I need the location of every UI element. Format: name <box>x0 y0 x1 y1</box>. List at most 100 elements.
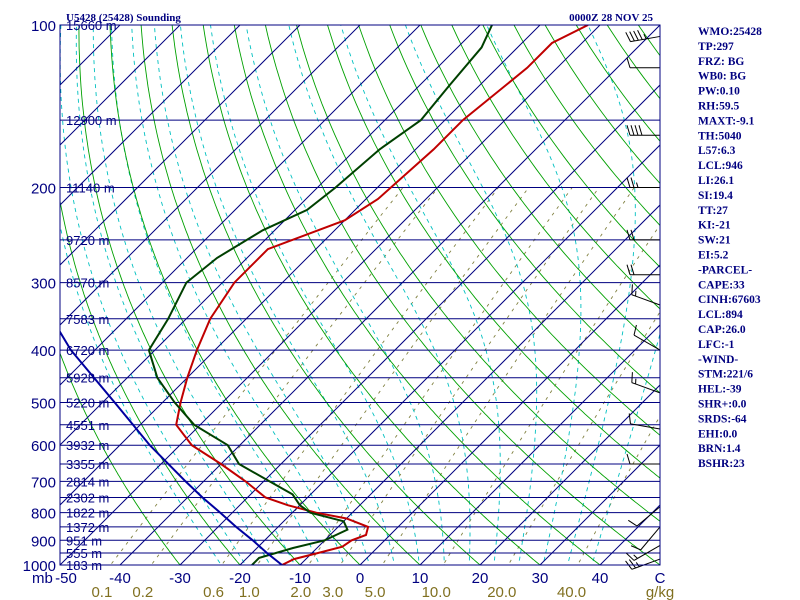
pressure-tick-label: 500 <box>31 395 56 412</box>
wind-barbs <box>625 30 661 570</box>
isotherm-line <box>239 144 660 565</box>
height-label: 3355 m <box>66 457 109 472</box>
parcel-trace <box>60 329 283 565</box>
temperature-unit-label: C <box>655 570 666 587</box>
index-entry: LI:26.1 <box>698 175 734 187</box>
wind-barb <box>625 30 661 43</box>
mixing-ratio-label: 5.0 <box>365 584 386 600</box>
pressure-tick-label: 600 <box>31 438 56 455</box>
wind-barb <box>626 229 660 241</box>
isotherm-line <box>539 444 660 565</box>
wind-barb <box>626 177 660 189</box>
height-label: 2814 m <box>66 474 109 489</box>
dry-adiabat <box>296 25 660 522</box>
index-entry: BRN:1.4 <box>698 443 741 455</box>
dry-adiabat <box>389 25 660 394</box>
temperature-tick-label: 0 <box>356 570 364 587</box>
dewpoint-trace <box>147 25 493 565</box>
index-entry: SRDS:-64 <box>698 413 747 425</box>
mixing-ratio-line <box>339 187 600 565</box>
moist-adiabats <box>60 25 660 565</box>
dry-adiabat <box>451 25 660 310</box>
mixing-ratio-label: 10.0 <box>422 584 451 600</box>
mixing-ratio-line <box>577 415 660 565</box>
index-entry: -PARCEL- <box>698 264 752 276</box>
index-entry: LCL:946 <box>698 160 743 172</box>
moist-adiabat <box>92 25 296 565</box>
chart-time: 0000Z 28 NOV 25 <box>569 12 653 24</box>
index-entry: TP:297 <box>698 41 734 53</box>
wind-barb <box>626 264 660 276</box>
index-entry: HEL:-39 <box>698 384 742 396</box>
height-label: 15660 m <box>66 18 117 33</box>
index-entry: FRZ: BG <box>698 56 744 68</box>
dry-adiabat <box>140 25 421 565</box>
mixing-ratio-line <box>256 187 529 565</box>
index-entry: STM:221/6 <box>698 369 753 381</box>
height-label: 12900 m <box>66 113 117 128</box>
temperature-tick-label: -50 <box>55 570 77 587</box>
index-entry: PW:0.10 <box>698 86 740 98</box>
pressure-tick-label: 300 <box>31 276 56 293</box>
height-label: 11140 m <box>66 181 115 196</box>
isotherm-line <box>60 25 421 386</box>
height-label: 4551 m <box>66 418 109 433</box>
index-entry: TT:27 <box>698 205 728 217</box>
index-entry: MAXT:-9.1 <box>698 115 755 127</box>
pressure-tick-label: 1000 <box>23 558 56 575</box>
height-label: 183 m <box>66 558 102 573</box>
plot-frame <box>59 24 661 566</box>
temperature-tick-label: -40 <box>109 570 131 587</box>
temperature-tick-label: 40 <box>592 570 609 587</box>
index-entry: KI:-21 <box>698 220 731 232</box>
moist-adiabat <box>486 25 582 565</box>
mixing-ratio-unit: g/kg <box>646 584 674 600</box>
isotherm-line <box>60 25 601 565</box>
mixing-ratio-label: 1.0 <box>239 584 260 600</box>
sounding-traces <box>60 25 589 565</box>
dry-adiabat <box>60 351 181 565</box>
wind-barb <box>633 324 661 351</box>
wind-barb <box>626 545 661 561</box>
isotherm-line <box>419 324 660 565</box>
height-label: 7583 m <box>66 312 109 327</box>
pressure-unit-label: mb <box>32 570 53 587</box>
isotherm-line <box>60 25 361 326</box>
height-label: 555 m <box>66 546 102 561</box>
height-label: 5220 m <box>66 395 109 410</box>
index-entry: WB0: BG <box>698 71 746 83</box>
mixing-ratio-line <box>507 310 660 565</box>
pressure-tick-label: 900 <box>31 533 56 550</box>
pressure-tick-labels: 100 200 300 400 500 600 700 800 900 1000 <box>23 18 56 575</box>
temperature-tick-label: 20 <box>472 570 489 587</box>
wind-barb <box>630 526 661 551</box>
mixing-ratio-label: 40.0 <box>557 584 586 600</box>
index-entry: SHR+:0.0 <box>698 399 747 411</box>
moist-adiabat <box>340 25 501 565</box>
wind-barb <box>628 413 661 430</box>
pressure-tick-label: 200 <box>31 181 56 198</box>
mixing-ratio-line <box>109 187 404 565</box>
height-label: 6720 m <box>66 343 109 358</box>
pressure-tick-label: 700 <box>31 474 56 491</box>
mixing-ratio-label: 2.0 <box>290 584 311 600</box>
height-label: 8570 m <box>66 276 109 291</box>
dry-adiabat <box>264 25 660 565</box>
wind-barb <box>631 284 661 306</box>
pressure-tick-label: 400 <box>31 343 56 360</box>
moist-adiabat <box>210 25 420 565</box>
mixing-ratio-labels: 0.1 0.2 0.6 1.0 2.0 3.0 5.0 10.0 20.0 40.0 g/kg <box>91 584 674 600</box>
temperature-tick-label: -30 <box>169 570 191 587</box>
mixing-ratio-line <box>221 187 499 565</box>
chart-title: U5428 (25428) Sounding <box>66 12 181 24</box>
isotherm-line <box>60 25 481 446</box>
temperature-trace <box>175 25 589 565</box>
temperature-tick-label: 10 <box>412 570 429 587</box>
height-label: 3932 m <box>66 438 109 453</box>
isotherm-line <box>60 25 241 206</box>
moist-adiabat <box>60 25 247 565</box>
mixing-ratio-label: 0.1 <box>91 584 112 600</box>
height-label: 5928 m <box>66 371 109 386</box>
height-label: 951 m <box>66 533 102 548</box>
